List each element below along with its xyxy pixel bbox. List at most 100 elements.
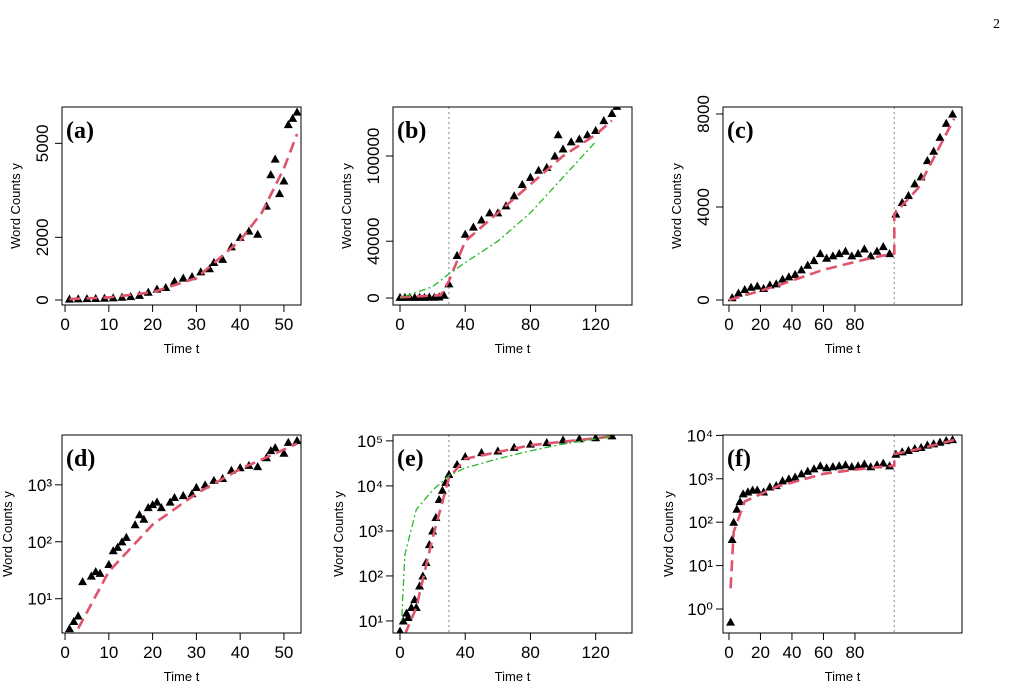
triangle-point xyxy=(218,254,228,263)
triangle-point xyxy=(732,504,742,513)
triangle-point xyxy=(550,151,560,160)
y-tick-label: 10⁴ xyxy=(687,426,713,445)
triangle-point xyxy=(828,462,838,471)
fit-line xyxy=(728,118,956,302)
x-tick-label: 0 xyxy=(724,315,733,334)
triangle-point xyxy=(574,134,584,143)
triangle-point xyxy=(279,176,289,185)
triangle-point xyxy=(872,246,882,255)
triangle-point xyxy=(415,581,425,590)
triangle-point xyxy=(834,248,844,258)
x-axis-label: Time t xyxy=(495,341,531,356)
triangle-point xyxy=(143,502,153,512)
fit-line xyxy=(69,133,299,301)
triangle-point xyxy=(86,571,96,580)
panel: 0 10 20 30 40 50 0 2000 5000 (a) Time t Word Counts… xyxy=(8,106,302,356)
triangle-point xyxy=(607,108,617,117)
y-tick-label: 10¹ xyxy=(688,557,713,576)
triangle-point xyxy=(283,437,293,446)
panel: 0 20 40 60 80 0 4000 8000 (c) Time t Word Counts y xyxy=(669,95,963,356)
y-tick-label: 0 xyxy=(33,295,52,304)
triangle-point xyxy=(796,469,806,478)
triangle-point xyxy=(746,282,756,291)
triangle-point xyxy=(834,461,844,470)
triangle-point xyxy=(69,616,79,625)
triangle-point xyxy=(822,463,832,472)
triangle-point xyxy=(283,120,293,129)
x-tick-label: 40 xyxy=(456,643,475,662)
triangle-point xyxy=(143,287,153,296)
triangle-point xyxy=(553,130,563,139)
triangle-point xyxy=(64,623,74,633)
y-tick-label: 0 xyxy=(694,295,713,304)
y-tick-label: 8000 xyxy=(694,95,713,133)
fit-line xyxy=(400,435,613,621)
x-tick-label: 20 xyxy=(751,643,770,662)
triangle-point xyxy=(134,510,144,519)
triangle-point xyxy=(439,290,449,299)
panel: 0 20 40 60 80 10⁰ 10¹ 10² 10³ 10⁴ (f) Time t Word Co… xyxy=(661,426,963,684)
triangle-point xyxy=(935,132,945,141)
x-tick-label: 40 xyxy=(782,315,801,334)
triangle-point xyxy=(828,251,838,260)
triangle-point xyxy=(790,472,800,481)
triangle-point xyxy=(452,250,462,260)
panel-label: (f) xyxy=(727,446,751,472)
triangle-point xyxy=(253,229,263,238)
triangle-point xyxy=(73,611,83,620)
y-tick-label: 5000 xyxy=(33,124,52,162)
x-tick-label: 40 xyxy=(456,315,475,334)
x-tick-label: 60 xyxy=(814,315,833,334)
y-tick-label: 10³ xyxy=(358,522,383,541)
fit-line xyxy=(399,141,597,299)
triangle-point xyxy=(266,446,276,455)
panel-label: (c) xyxy=(727,118,754,144)
triangle-point xyxy=(403,612,413,621)
triangle-point xyxy=(275,188,285,198)
triangle-point xyxy=(270,154,280,163)
x-tick-label: 80 xyxy=(845,643,864,662)
x-axis-label: Time t xyxy=(825,341,861,356)
triangle-point xyxy=(460,229,470,238)
triangle-point xyxy=(477,215,487,224)
panel-label: (e) xyxy=(397,446,424,472)
x-tick-label: 40 xyxy=(231,643,250,662)
y-tick-label: 0 xyxy=(364,293,383,302)
triangle-point xyxy=(941,118,951,127)
panel-label: (a) xyxy=(66,118,94,144)
x-tick-label: 80 xyxy=(521,315,540,334)
triangle-point xyxy=(796,265,806,274)
triangle-point xyxy=(95,568,105,577)
fit-line xyxy=(77,442,298,630)
triangle-point xyxy=(279,448,289,457)
triangle-point xyxy=(847,251,857,260)
triangle-point xyxy=(169,492,179,502)
y-tick-label: 40000 xyxy=(364,218,383,265)
y-tick-label: 10⁰ xyxy=(687,600,713,619)
plot-frame xyxy=(61,106,302,306)
triangle-point xyxy=(396,626,404,633)
y-axis-label: Word Counts y xyxy=(0,491,15,577)
y-tick-label: 10¹ xyxy=(27,590,52,609)
triangle-point xyxy=(929,146,939,155)
triangle-point xyxy=(178,273,188,282)
triangle-point xyxy=(156,502,166,512)
triangle-point xyxy=(178,490,188,500)
y-tick-label: 10² xyxy=(358,567,383,586)
plot-frame xyxy=(722,106,963,306)
y-tick-label: 2000 xyxy=(33,218,52,256)
triangle-point xyxy=(847,462,857,471)
triangle-point xyxy=(922,155,932,165)
x-tick-label: 50 xyxy=(274,315,293,334)
triangle-point xyxy=(765,280,775,289)
triangle-point xyxy=(752,281,762,290)
triangle-point xyxy=(790,269,800,279)
x-tick-label: 10 xyxy=(99,643,118,662)
y-tick-label: 4000 xyxy=(694,188,713,226)
y-axis-label: Word Counts y xyxy=(669,163,684,249)
x-tick-label: 120 xyxy=(581,643,609,662)
triangle-point xyxy=(113,542,123,551)
triangle-point xyxy=(840,246,850,255)
x-tick-label: 30 xyxy=(187,643,206,662)
